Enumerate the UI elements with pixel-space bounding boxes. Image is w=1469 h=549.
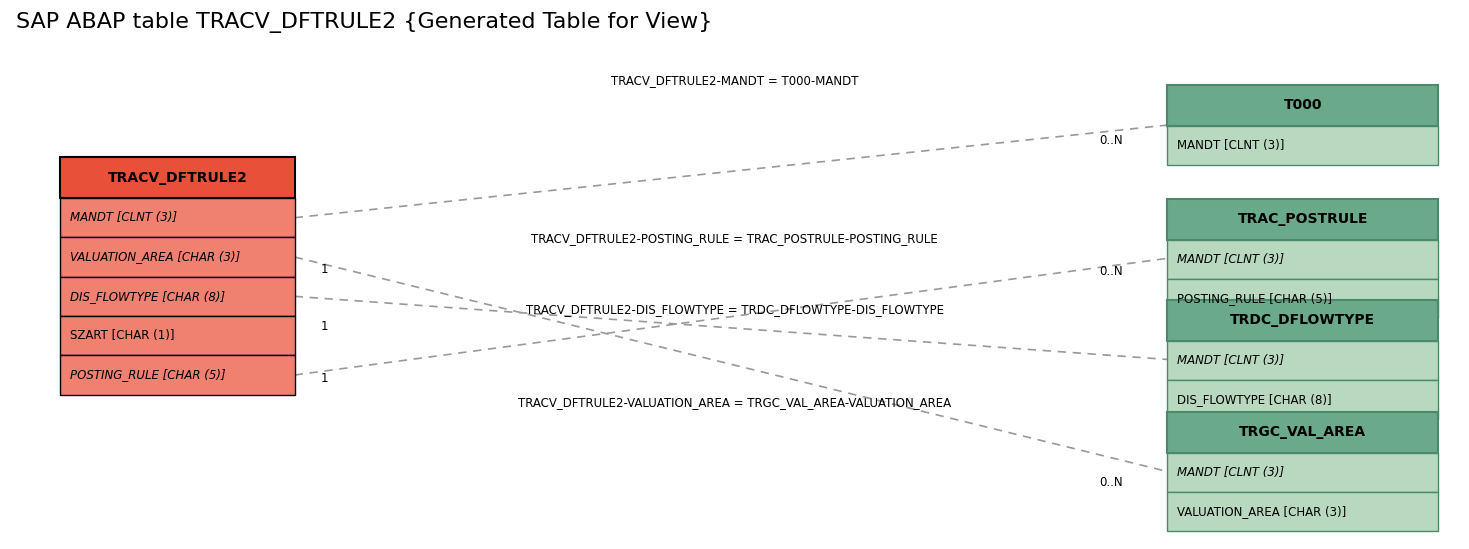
Text: VALUATION_AREA [CHAR (3)]: VALUATION_AREA [CHAR (3)] bbox=[1177, 505, 1347, 518]
FancyBboxPatch shape bbox=[1166, 126, 1438, 165]
FancyBboxPatch shape bbox=[1166, 199, 1438, 239]
FancyBboxPatch shape bbox=[1166, 279, 1438, 318]
Text: TRACV_DFTRULE2-VALUATION_AREA = TRGC_VAL_AREA-VALUATION_AREA: TRACV_DFTRULE2-VALUATION_AREA = TRGC_VAL… bbox=[519, 396, 950, 410]
FancyBboxPatch shape bbox=[60, 355, 295, 395]
Text: 1: 1 bbox=[320, 372, 328, 385]
Text: POSTING_RULE [CHAR (5)]: POSTING_RULE [CHAR (5)] bbox=[1177, 292, 1332, 305]
Text: SZART [CHAR (1)]: SZART [CHAR (1)] bbox=[71, 329, 175, 342]
FancyBboxPatch shape bbox=[1166, 85, 1438, 126]
FancyBboxPatch shape bbox=[60, 316, 295, 355]
Text: MANDT [CLNT (3)]: MANDT [CLNT (3)] bbox=[1177, 139, 1285, 152]
Text: TRACV_DFTRULE2-POSTING_RULE = TRAC_POSTRULE-POSTING_RULE: TRACV_DFTRULE2-POSTING_RULE = TRAC_POSTR… bbox=[532, 232, 937, 245]
Text: 0..N: 0..N bbox=[1099, 265, 1122, 278]
FancyBboxPatch shape bbox=[1166, 300, 1438, 340]
FancyBboxPatch shape bbox=[1166, 380, 1438, 419]
Text: MANDT [CLNT (3)]: MANDT [CLNT (3)] bbox=[1177, 354, 1284, 367]
Text: 1: 1 bbox=[320, 262, 328, 276]
Text: 0..N: 0..N bbox=[1099, 475, 1122, 489]
Text: TRGC_VAL_AREA: TRGC_VAL_AREA bbox=[1238, 425, 1366, 439]
Text: TRACV_DFTRULE2-MANDT = T000-MANDT: TRACV_DFTRULE2-MANDT = T000-MANDT bbox=[611, 74, 858, 87]
Text: POSTING_RULE [CHAR (5)]: POSTING_RULE [CHAR (5)] bbox=[71, 368, 226, 382]
FancyBboxPatch shape bbox=[60, 237, 295, 277]
Text: MANDT [CLNT (3)]: MANDT [CLNT (3)] bbox=[1177, 466, 1284, 479]
FancyBboxPatch shape bbox=[1166, 412, 1438, 452]
FancyBboxPatch shape bbox=[60, 277, 295, 316]
FancyBboxPatch shape bbox=[1166, 492, 1438, 531]
FancyBboxPatch shape bbox=[1166, 452, 1438, 492]
Text: DIS_FLOWTYPE [CHAR (8)]: DIS_FLOWTYPE [CHAR (8)] bbox=[1177, 393, 1332, 406]
FancyBboxPatch shape bbox=[1166, 239, 1438, 279]
Text: T000: T000 bbox=[1284, 98, 1322, 113]
Text: TRAC_POSTRULE: TRAC_POSTRULE bbox=[1237, 212, 1368, 226]
Text: SAP ABAP table TRACV_DFTRULE2 {Generated Table for View}: SAP ABAP table TRACV_DFTRULE2 {Generated… bbox=[16, 12, 712, 33]
Text: VALUATION_AREA [CHAR (3)]: VALUATION_AREA [CHAR (3)] bbox=[71, 250, 241, 264]
Text: TRACV_DFTRULE2-DIS_FLOWTYPE = TRDC_DFLOWTYPE-DIS_FLOWTYPE: TRACV_DFTRULE2-DIS_FLOWTYPE = TRDC_DFLOW… bbox=[526, 304, 943, 317]
Text: 0..N: 0..N bbox=[1099, 134, 1122, 147]
FancyBboxPatch shape bbox=[1166, 340, 1438, 380]
Text: DIS_FLOWTYPE [CHAR (8)]: DIS_FLOWTYPE [CHAR (8)] bbox=[71, 290, 225, 303]
FancyBboxPatch shape bbox=[60, 198, 295, 237]
Text: TRACV_DFTRULE2: TRACV_DFTRULE2 bbox=[107, 171, 247, 184]
Text: 1: 1 bbox=[320, 320, 328, 333]
Text: MANDT [CLNT (3)]: MANDT [CLNT (3)] bbox=[71, 211, 178, 224]
FancyBboxPatch shape bbox=[60, 157, 295, 198]
Text: MANDT [CLNT (3)]: MANDT [CLNT (3)] bbox=[1177, 253, 1284, 266]
Text: TRDC_DFLOWTYPE: TRDC_DFLOWTYPE bbox=[1230, 313, 1375, 327]
